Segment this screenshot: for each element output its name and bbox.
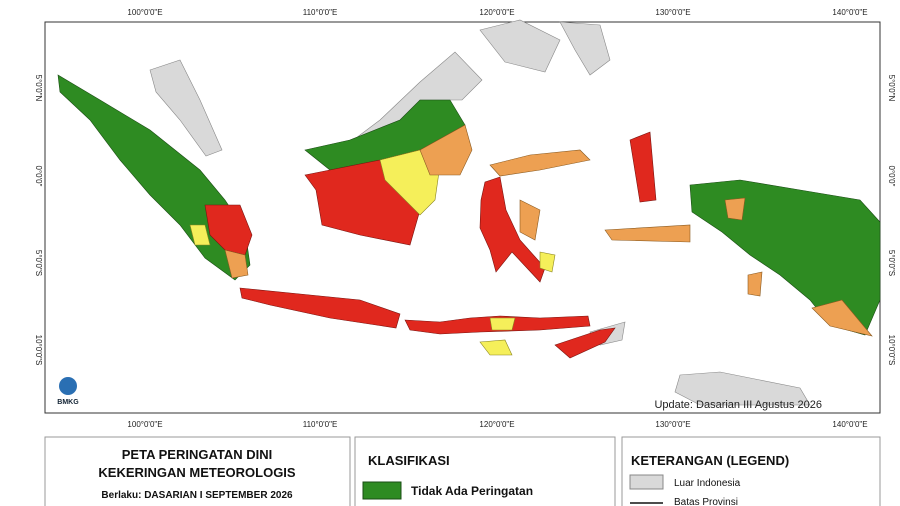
latitude-label: 5°0'0"N: [34, 75, 43, 102]
longitude-label: 140°0'0"E: [832, 8, 867, 17]
logo-icon: [59, 377, 77, 395]
swatch: [629, 474, 664, 490]
classification-heading: KLASIFIKASI: [368, 453, 450, 468]
longitude-label: 130°0'0"E: [655, 420, 690, 429]
legend-label: Luar Indonesia: [674, 478, 741, 489]
classification-label: Tidak Ada Peringatan: [411, 484, 533, 498]
latitude-label: 0°0'0": [887, 166, 896, 187]
legend-label: Batas Provinsi: [674, 497, 738, 506]
longitude-label: 130°0'0"E: [655, 8, 690, 17]
title-line: KEKERINGAN METEOROLOGIS: [98, 465, 296, 480]
legend-panel: [621, 436, 881, 506]
longitude-label: 100°0'0"E: [127, 8, 162, 17]
longitude-label: 120°0'0"E: [479, 420, 514, 429]
longitude-label: 120°0'0"E: [479, 8, 514, 17]
longitude-label: 110°0'0"E: [303, 420, 338, 429]
latitude-label: 10°0'0"S: [34, 335, 43, 366]
latitude-label: 0°0'0": [34, 166, 43, 187]
latitude-label: 5°0'0"N: [887, 75, 896, 102]
title-line: PETA PERINGATAN DINI: [122, 447, 272, 462]
update-note: Update: Dasarian III Agustus 2026: [654, 399, 822, 411]
latitude-label: 5°0'0"S: [887, 250, 896, 276]
swatch: [362, 481, 402, 500]
latitude-label: 5°0'0"S: [34, 250, 43, 276]
longitude-label: 110°0'0"E: [303, 8, 338, 17]
logo-text: BMKG: [57, 399, 79, 406]
validity: Berlaku: DASARIAN I SEPTEMBER 2026: [101, 490, 293, 501]
map-shapes: [57, 19, 881, 406]
longitude-label: 100°0'0"E: [127, 420, 162, 429]
longitude-label: 140°0'0"E: [832, 420, 867, 429]
legend-heading: KETERANGAN (LEGEND): [631, 453, 789, 468]
latitude-label: 10°0'0"S: [887, 335, 896, 366]
title-panel: [44, 436, 351, 506]
